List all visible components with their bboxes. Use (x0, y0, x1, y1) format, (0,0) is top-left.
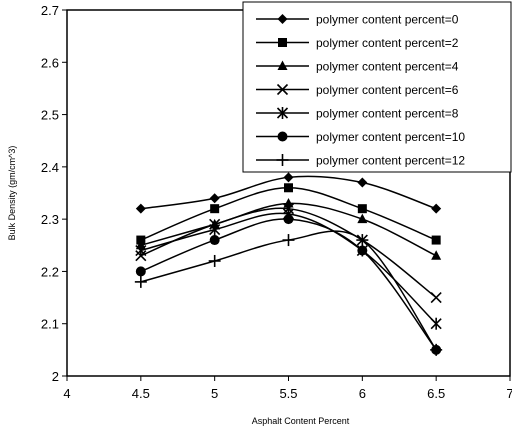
legend-marker (277, 14, 288, 24)
x-tick-label: 5.5 (279, 386, 297, 401)
legend-item: polymer content percent=4 (256, 60, 459, 74)
x-tick-label: 6 (359, 386, 366, 401)
x-tick-label: 6.5 (427, 386, 445, 401)
data-point-s6-p3 (356, 234, 369, 247)
data-point-s5-p0 (135, 266, 146, 277)
tick-labels: 4 4.5 5 5.5 6 6.5 7 2 2.1 2.2 2.3 2.4 2.5 2.6 2.7 (41, 3, 512, 401)
x-axis-title: Asphalt Content Percent (252, 416, 350, 426)
y-tick-label: 2.1 (41, 317, 59, 332)
data-point-s0-p0 (135, 203, 146, 214)
legend-marker (276, 154, 289, 166)
x-tick-label: 4.5 (132, 386, 150, 401)
data-point-s5-p2 (283, 214, 294, 225)
x-tick-label: 5 (211, 386, 218, 401)
legend-marker (277, 131, 288, 142)
legend-item: polymer content percent=6 (256, 83, 459, 97)
data-point-s6-p0 (134, 275, 147, 288)
data-point-s6-p4 (430, 343, 443, 356)
data-point-s6-p2 (282, 234, 295, 247)
series-lines (140, 175, 437, 351)
legend-item: polymer content percent=2 (256, 36, 459, 50)
data-point-s1-p3 (357, 204, 367, 214)
legend-marker (276, 83, 289, 96)
data-point-s3-p4 (430, 292, 442, 304)
y-tick-label: 2.4 (41, 160, 59, 175)
y-tick-label: 2.2 (41, 264, 59, 279)
data-point-s5-p3 (357, 245, 368, 256)
data-point-s4-p0 (135, 244, 147, 257)
data-point-s6-p1 (208, 254, 221, 267)
data-point-s2-p3 (357, 213, 368, 224)
data-point-s4-p4 (430, 317, 442, 330)
legend-marker (276, 107, 289, 119)
data-point-s5-p1 (209, 235, 220, 246)
series-line-5 (140, 218, 437, 351)
data-point-s0-p1 (209, 193, 220, 204)
legend-label: polymer content percent=8 (316, 107, 459, 121)
legend-marker (278, 38, 287, 47)
legend-label: polymer content percent=12 (316, 154, 465, 168)
series-line-4 (140, 212, 437, 325)
y-tick-label: 2 (52, 369, 59, 384)
y-tick-label: 2.6 (41, 55, 59, 70)
data-point-s0-p4 (431, 203, 442, 214)
legend: polymer content percent=0 polymer content… (242, 1, 512, 173)
y-axis-title: Bulk Density (gm/cm^3) (7, 146, 17, 241)
data-point-s0-p2 (283, 172, 294, 183)
data-point-s4-p1 (209, 223, 221, 236)
legend-item: polymer content percent=10 (256, 130, 465, 144)
legend-label: polymer content percent=10 (316, 130, 465, 144)
legend-label: polymer content percent=4 (316, 60, 459, 74)
legend-label: polymer content percent=6 (316, 83, 459, 97)
y-tick-label: 2.3 (41, 212, 59, 227)
legend-item: polymer content percent=0 (256, 13, 459, 27)
series-line-6 (140, 230, 437, 351)
data-point-s1-p2 (284, 183, 293, 193)
legend-label: polymer content percent=0 (316, 13, 459, 27)
data-point-s1-p1 (210, 204, 220, 214)
y-tick-label: 2.5 (41, 108, 59, 123)
data-point-s1-p4 (431, 235, 441, 245)
y-tick-label: 2.7 (41, 3, 59, 18)
legend-item: polymer content percent=8 (256, 107, 459, 121)
legend-box (242, 1, 512, 173)
legend-label: polymer content percent=2 (316, 36, 459, 50)
data-point-s0-p3 (357, 177, 368, 188)
x-tick-label: 4 (63, 386, 70, 401)
x-tick-label: 7 (506, 386, 512, 401)
data-point-s2-p4 (431, 250, 442, 260)
legend-marker (277, 60, 288, 70)
series-markers (134, 172, 443, 356)
legend-item: polymer content percent=12 (256, 154, 465, 168)
